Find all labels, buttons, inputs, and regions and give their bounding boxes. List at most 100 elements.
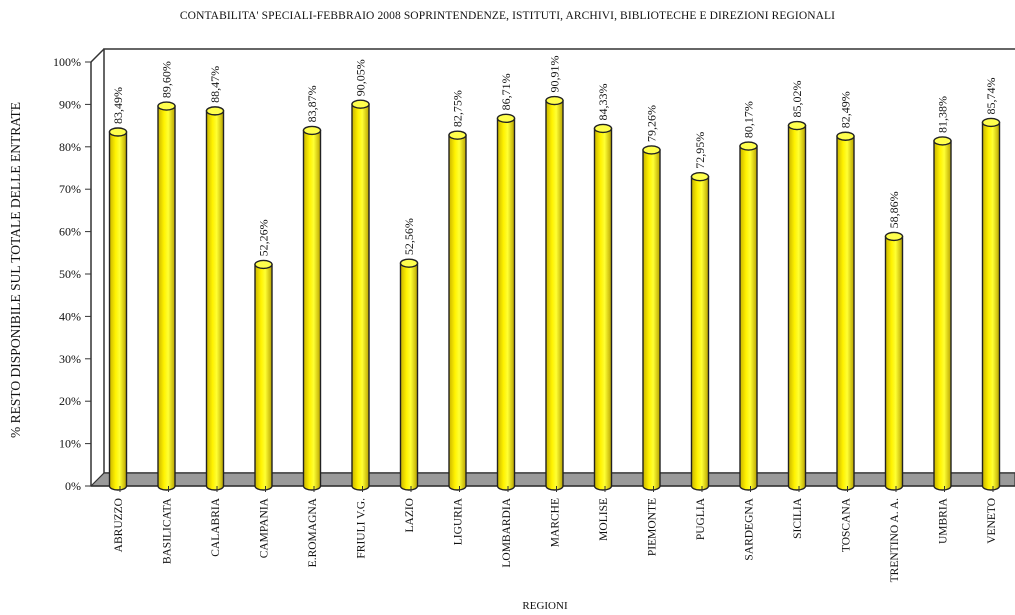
data-label: 58,86% [887,191,901,228]
data-label: 82,49% [839,91,853,128]
bar-top [108,127,128,137]
bar-top [933,136,952,146]
bar-body [351,103,370,491]
data-label: 83,87% [305,85,319,122]
bar-body [884,235,904,491]
bar: 83,87% [302,85,322,491]
x-tick-label: VENETO [986,498,998,544]
x-tick-label: CALABRIA [210,497,222,556]
bar-top [836,131,855,141]
bar: 52,56% [399,218,419,491]
bar-top [642,145,661,155]
bar: 79,26% [642,105,661,491]
x-tick-label: LIGURIA [453,497,465,545]
bar: 83,49% [108,87,128,491]
y-tick-label: 0% [65,479,81,493]
bar-body [108,131,128,491]
data-label: 85,02% [790,81,804,118]
bar-top [351,99,370,109]
bar-body [593,127,613,491]
x-tick-label: SARDEGNA [744,497,756,560]
bar-body [399,262,419,491]
bar: 82,75% [448,90,467,491]
y-tick-label: 60% [59,225,81,239]
bar-body [690,175,710,491]
bar-top [884,231,904,242]
x-axis: ABRUZZO BASILICATA CALABRIA CAMPANIA E.ROMAG… [113,486,998,582]
bar: 89,60% [157,61,176,491]
data-label: 72,95% [693,132,707,169]
bar-body [642,149,661,491]
top-left-edge [90,48,105,63]
y-tick-label: 10% [59,437,81,451]
bar-top [399,258,419,268]
x-tick-label: CAMPANIA [259,497,271,558]
data-label: 89,60% [160,61,174,98]
x-tick-label: TOSCANA [841,497,853,552]
data-label: 79,26% [645,105,659,142]
data-label: 81,38% [936,96,950,133]
data-label: 84,33% [596,83,610,120]
bar-body [448,134,467,491]
x-tick-label: MOLISE [598,498,610,541]
x-tick-label: FRIULI V.G. [356,498,368,559]
x-tick-label: LOMBARDIA [501,497,513,567]
data-label: 83,49% [111,87,125,124]
bar-top [302,125,322,136]
bar: 88,47% [205,66,225,491]
bar: 81,38% [933,96,952,491]
bar-top [157,101,176,111]
bar-body [157,105,176,491]
bar-body [496,117,516,491]
bar-body [787,124,807,491]
bar-body [933,140,952,491]
y-tick-label: 30% [59,352,81,366]
data-label: 80,17% [742,101,756,138]
bar-top [496,113,516,124]
x-tick-label: PIEMONTE [647,498,659,556]
data-label: 52,56% [402,218,416,255]
x-axis-label: REGIONI [522,600,568,612]
bar-top [254,259,273,270]
bar: 80,17% [739,101,758,491]
bar-body [254,263,273,491]
bar: 72,95% [690,132,710,491]
bar: 90,05% [351,59,370,491]
y-tick-label: 50% [59,267,81,281]
data-label: 88,47% [208,66,222,103]
bar-top [448,130,467,140]
y-tick-label: 20% [59,394,81,408]
x-tick-label: UMBRIA [938,497,950,544]
bar: 85,02% [787,81,807,491]
x-tick-label: PUGLIA [695,497,707,540]
bar: 82,49% [836,91,855,491]
bar-body [545,99,564,491]
bar: 52,26% [254,219,273,491]
data-label: 90,05% [354,59,368,96]
chart-title: CONTABILITA' SPECIALI-FEBBRAIO 2008 SOPR… [179,10,836,22]
y-tick-label: 70% [59,182,81,196]
y-tick-label: 40% [59,309,81,323]
bar-top [690,171,710,182]
x-tick-label: ABRUZZO [113,498,125,552]
y-axis: 0% 10% 20% 30% 40% 50% 60% 70% 80% 90% 100% [53,55,91,493]
bar-top [593,123,613,134]
bar-body [205,110,225,491]
data-label: 82,75% [451,90,465,127]
x-tick-label: E.ROMAGNA [307,497,319,567]
bar-top [787,120,807,131]
data-label: 86,71% [499,73,513,110]
bar: 86,71% [496,73,516,491]
bar: 90,91% [545,56,564,491]
x-tick-label: BASILICATA [162,497,174,564]
bar-top [981,117,1001,128]
bar-body [836,135,855,491]
y-tick-label: 90% [59,97,81,111]
bar-body [981,121,1001,491]
data-label: 90,91% [548,56,562,93]
y-tick-label: 80% [59,140,81,154]
data-label: 85,74% [984,77,998,114]
bar-body [302,129,322,491]
